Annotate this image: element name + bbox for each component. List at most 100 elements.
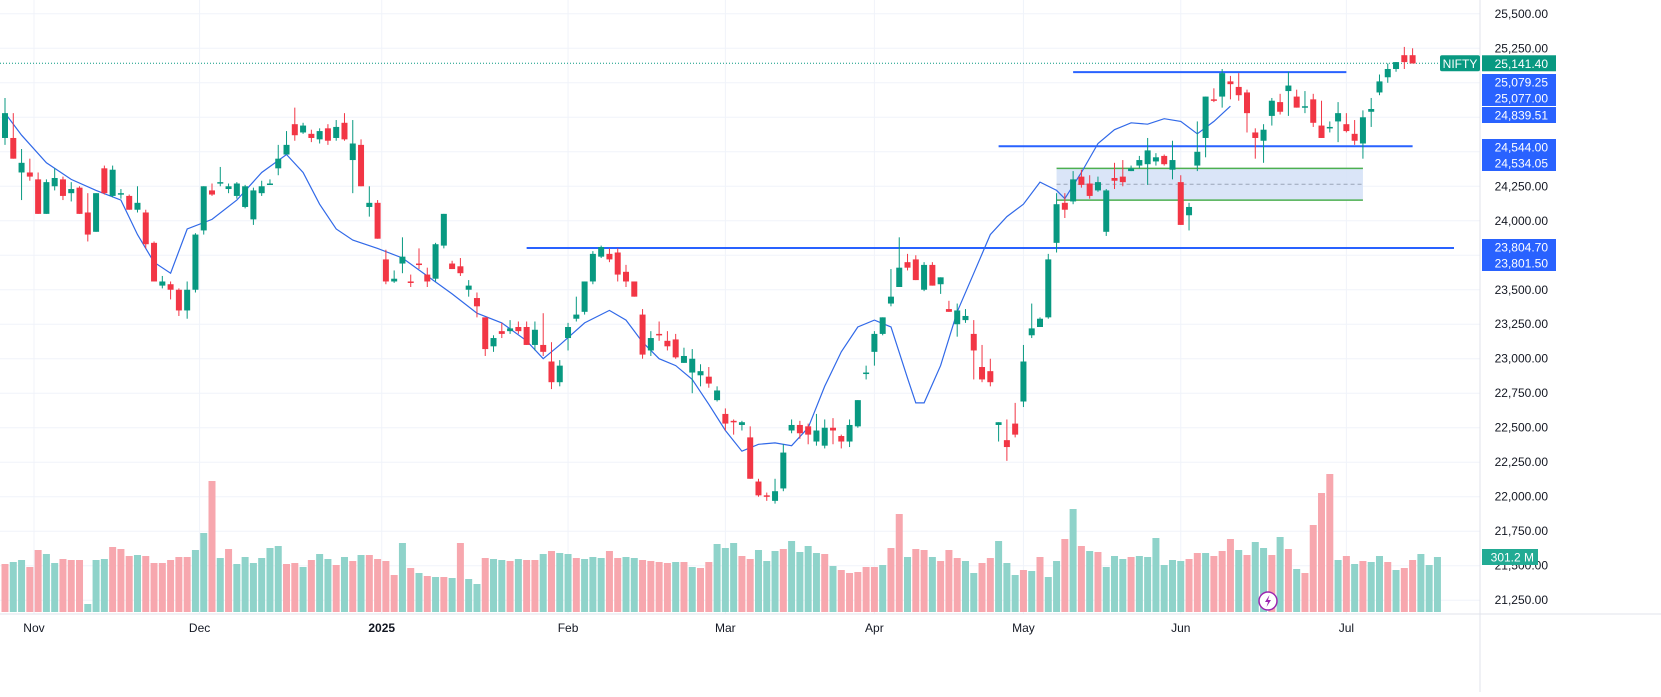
candle — [1401, 46, 1408, 69]
candle — [1194, 121, 1201, 172]
candle — [672, 333, 679, 359]
candle — [738, 420, 745, 431]
volume-bar — [208, 481, 216, 612]
candle — [1260, 124, 1267, 163]
candle — [167, 281, 174, 300]
candle-body — [887, 296, 894, 304]
volume-bar — [647, 561, 655, 612]
volume-bar — [1334, 560, 1342, 612]
volume-bar — [398, 543, 406, 612]
candle-body — [101, 168, 108, 194]
candle — [921, 262, 928, 292]
candle — [730, 419, 737, 435]
level-price-badge — [1482, 239, 1556, 255]
candle-body — [755, 481, 762, 496]
candle — [697, 364, 704, 387]
lightning-icon[interactable] — [1258, 591, 1278, 611]
candle — [954, 303, 961, 337]
candle — [300, 122, 307, 134]
candle-body — [117, 193, 124, 195]
volume-bar — [912, 549, 920, 612]
candle — [1318, 100, 1325, 138]
candle — [308, 129, 315, 143]
candle-body — [1119, 176, 1126, 183]
volume-bar — [100, 559, 108, 612]
volume-bar — [200, 533, 208, 612]
candle — [854, 400, 861, 428]
price-tick-label: 23,250.00 — [1495, 317, 1549, 331]
candle-body — [747, 437, 754, 479]
candle — [755, 478, 762, 497]
candle-body — [266, 183, 273, 186]
volume-bar — [1202, 553, 1210, 612]
candle-body — [581, 281, 588, 312]
volume-bar — [904, 557, 912, 612]
candle-body — [945, 309, 952, 312]
candle — [1368, 97, 1375, 127]
time-axis[interactable]: Nov Dec 2025 Feb Mar Apr May Jun Jul — [23, 621, 1354, 635]
candle — [266, 179, 273, 186]
volume-bar — [771, 551, 779, 612]
level-price-badge — [1482, 155, 1556, 171]
candle-body — [1194, 151, 1201, 166]
candle — [523, 321, 530, 345]
candle-body — [1169, 160, 1176, 170]
volume-bar — [440, 577, 448, 612]
candle-body — [1103, 190, 1110, 232]
volume-bar — [721, 548, 729, 612]
volume-bar — [953, 558, 961, 612]
candle-body — [589, 253, 596, 282]
candles — [2, 46, 1416, 504]
volume-bar — [655, 562, 663, 612]
volume-bar — [1, 564, 9, 612]
volume-bar — [142, 556, 150, 612]
candle-body — [109, 169, 116, 196]
candle — [473, 292, 480, 318]
candle-body — [126, 195, 133, 210]
volume-bar — [67, 560, 75, 612]
candle — [1045, 253, 1052, 319]
volume-bar — [158, 563, 166, 612]
candle — [573, 296, 580, 322]
candle-body — [1094, 182, 1101, 191]
candle — [722, 408, 729, 431]
volume-bar — [1028, 571, 1036, 612]
candle-body — [805, 426, 812, 435]
candle — [449, 260, 456, 270]
candle-body — [1409, 55, 1416, 64]
candle-body — [788, 424, 795, 431]
volume-bar — [995, 541, 1003, 612]
volume-bar — [1036, 557, 1044, 612]
candle-body — [1111, 177, 1118, 181]
volume-bar — [498, 560, 506, 612]
candle-body — [159, 281, 166, 286]
volume-bar — [564, 554, 572, 612]
volume-bar — [945, 550, 953, 612]
candle — [316, 128, 323, 144]
candle-body — [722, 413, 729, 424]
candle-body — [730, 420, 737, 423]
candle — [440, 213, 447, 249]
candle-body — [324, 128, 331, 141]
volume-bar — [490, 559, 498, 612]
candle — [117, 189, 124, 199]
candle — [482, 317, 489, 356]
volume-bar — [1284, 549, 1292, 612]
volume-bar — [125, 556, 133, 612]
volume-bar — [1011, 575, 1019, 612]
volume-bar — [448, 578, 456, 612]
volume-bar — [1260, 548, 1268, 612]
candle — [1384, 63, 1391, 83]
volume-bar — [59, 559, 67, 612]
candle-body — [217, 182, 224, 184]
candle-body — [1335, 113, 1342, 122]
candle — [979, 344, 986, 383]
candle — [623, 264, 629, 287]
candle-body — [59, 179, 66, 196]
candle — [565, 322, 572, 351]
candle-body — [813, 430, 820, 442]
candle — [1136, 155, 1143, 169]
volume-bar — [547, 551, 555, 612]
